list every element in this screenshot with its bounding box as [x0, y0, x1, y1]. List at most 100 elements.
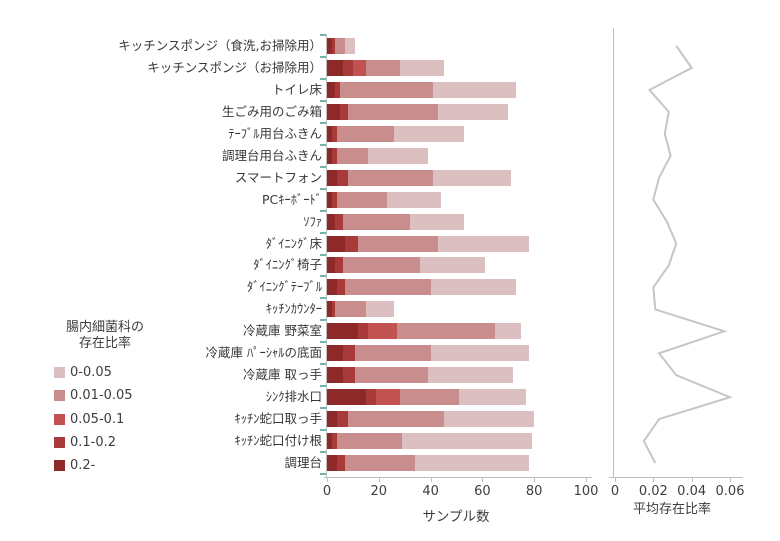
bar-x-tick-label: 100	[573, 484, 599, 499]
line-x-axis	[609, 477, 743, 478]
legend-label: 0-0.05	[70, 365, 112, 381]
legend-label: 0.05-0.1	[70, 411, 125, 427]
bar-segment	[438, 103, 509, 120]
bar-segment	[438, 235, 529, 252]
bar-segment	[327, 37, 333, 54]
legend-label: 0.01-0.05	[70, 388, 133, 404]
bar-segment	[327, 433, 333, 450]
bar-segment	[358, 323, 369, 340]
bar-segment	[327, 389, 366, 406]
bar-segment	[327, 103, 340, 120]
bar-segment	[339, 81, 434, 98]
line-x-tick-label: 0.06	[715, 484, 745, 499]
bar-segment	[365, 301, 395, 318]
category-tick	[320, 473, 326, 475]
category-label: ｷｯﾁﾝ蛇口付け根	[234, 433, 322, 449]
bar-segment	[337, 147, 369, 164]
category-label: ｷｯﾁﾝ蛇口取っ手	[234, 411, 322, 427]
line-x-tick-label: 0.04	[677, 484, 707, 499]
category-tick	[320, 275, 326, 278]
category-label: 調理台	[284, 455, 322, 471]
bar-x-tick	[482, 478, 484, 482]
bar-segment	[345, 455, 416, 472]
legend-swatch	[54, 437, 65, 449]
bar-segment	[396, 323, 496, 340]
legend-label: 0.2-	[70, 458, 96, 474]
bar-segment	[399, 389, 460, 406]
bar-segment	[345, 37, 356, 54]
category-tick	[320, 297, 326, 300]
bar-segment	[337, 125, 395, 142]
category-label: PCｷｰﾎﾞｰﾄﾞ	[261, 191, 322, 207]
bar-x-tick	[327, 478, 328, 482]
bar-segment	[342, 367, 356, 384]
legend-title: 腸内細菌科の 存在比率	[40, 320, 170, 352]
bar-segment	[334, 301, 366, 318]
bar-segment	[337, 191, 387, 208]
bar-segment	[459, 389, 527, 406]
legend-items: 0-0.05 0.01-0.05 0.05-0.1 0.1-0.2 0.2-	[40, 361, 170, 477]
bar-segment	[342, 257, 421, 274]
category-tick	[320, 165, 326, 168]
bar-segment	[342, 213, 410, 230]
category-tick	[320, 34, 326, 36]
bar-segment	[409, 213, 465, 230]
legend-swatch	[54, 367, 65, 379]
bar-segment	[433, 81, 517, 98]
legend-item: 0.1-0.2	[40, 431, 170, 454]
bar-segment	[327, 411, 338, 428]
line-x-tick	[653, 478, 655, 482]
category-tick	[320, 187, 326, 190]
bar-segment	[352, 59, 366, 76]
bar-segment	[355, 367, 428, 384]
bar-x-axis-title: サンプル数	[422, 509, 490, 525]
bar-segment	[337, 169, 348, 186]
bar-x-tick-label: 60	[474, 484, 491, 499]
category-tick	[320, 407, 326, 410]
category-label: 冷蔵庫 取っ手	[243, 367, 322, 383]
bar-segment	[428, 367, 514, 384]
bar-segment	[327, 81, 335, 98]
bar-x-axis	[324, 477, 592, 478]
bar-segment	[376, 389, 400, 406]
bar-segment	[327, 345, 343, 362]
bar-x-tick	[534, 478, 536, 482]
bar-segment	[402, 433, 532, 450]
bar-segment	[332, 125, 338, 142]
category-label: ﾃｰﾌﾞﾙ用台ふきん	[228, 125, 322, 141]
bar-x-tick	[430, 478, 432, 482]
category-label: 冷蔵庫 ﾊﾟｰｼｬﾙの底面	[205, 345, 322, 361]
legend-label: 0.1-0.2	[70, 435, 117, 451]
category-tick	[320, 341, 326, 344]
bar-x-tick-label: 40	[422, 484, 439, 499]
category-label: ｼﾝｸ排水口	[265, 389, 322, 405]
bar-segment	[334, 213, 343, 230]
bar-segment	[415, 455, 529, 472]
category-tick	[320, 143, 326, 146]
category-tick	[320, 385, 326, 388]
bar-segment	[386, 191, 441, 208]
bar-segment	[430, 279, 517, 296]
bar-segment	[327, 125, 333, 142]
bar-segment	[327, 235, 346, 252]
bar-segment	[327, 191, 333, 208]
bar-segment	[327, 213, 335, 230]
bar-segment	[420, 257, 485, 274]
bar-segment	[394, 125, 465, 142]
category-label: ｿﾌｧ	[303, 213, 322, 229]
bar-x-tick-label: 0	[322, 484, 332, 499]
category-label: ｷｯﾁﾝｶｳﾝﾀｰ	[265, 301, 322, 317]
line-x-tick	[615, 478, 616, 482]
bar-segment	[332, 37, 335, 54]
category-tick	[320, 77, 326, 80]
bar-segment	[327, 455, 338, 472]
bar-x-tick	[378, 478, 380, 482]
bar-segment	[430, 345, 529, 362]
legend-swatch	[54, 390, 65, 402]
bar-segment	[399, 59, 444, 76]
bar-segment	[334, 81, 340, 98]
bar-segment	[334, 37, 346, 54]
bar-segment	[337, 433, 403, 450]
bar-segment	[327, 59, 343, 76]
category-tick	[320, 429, 326, 432]
